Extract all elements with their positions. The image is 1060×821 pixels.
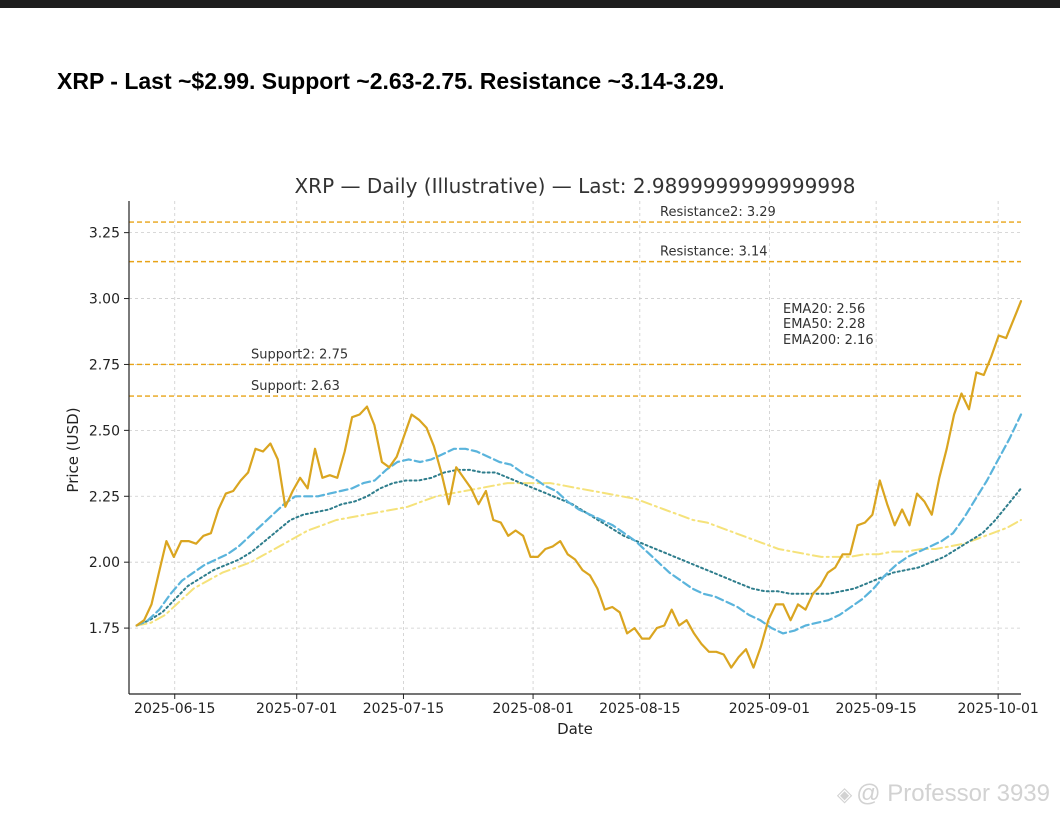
top-bar bbox=[0, 0, 1060, 8]
y-tick-label: 3.00 bbox=[89, 292, 120, 308]
x-tick-label: 2025-09-01 bbox=[729, 701, 810, 717]
watermark: ◈ @ Professor 3939 bbox=[837, 780, 1050, 808]
series-ema200-line bbox=[135, 482, 1022, 627]
level-label: Resistance: 3.14 bbox=[660, 245, 768, 260]
x-tick-label: 2025-06-15 bbox=[134, 701, 215, 717]
y-tick-label: 2.25 bbox=[89, 489, 120, 505]
grid-layer bbox=[129, 201, 1021, 694]
y-tick-label: 2.75 bbox=[89, 357, 120, 373]
ema-label-200: EMA200: 2.16 bbox=[783, 333, 874, 348]
x-tick-label: 2025-07-01 bbox=[256, 701, 337, 717]
chart-title: XRP — Daily (Illustrative) — Last: 2.989… bbox=[294, 174, 855, 198]
x-tick-label: 2025-08-15 bbox=[599, 701, 680, 717]
series-ema50-line bbox=[135, 468, 1022, 627]
x-tick-label: 2025-09-15 bbox=[835, 701, 916, 717]
axis-layer: 1.75 2.00 2.25 2.50 2.75 3.00 3.25 2025-06-15 20… bbox=[89, 201, 1039, 717]
level-label: Support2: 2.75 bbox=[251, 347, 348, 362]
y-axis-label: Price (USD) bbox=[64, 407, 82, 492]
level-label: Support: 2.63 bbox=[251, 379, 340, 394]
x-tick-label: 2025-10-01 bbox=[957, 701, 1038, 717]
page-headline: XRP - Last ~$2.99. Support ~2.63-2.75. R… bbox=[57, 68, 725, 94]
y-tick-label: 2.50 bbox=[89, 423, 120, 439]
watermark-text: @ Professor 3939 bbox=[856, 780, 1050, 807]
y-tick-label: 2.00 bbox=[89, 555, 120, 571]
ema-label-20: EMA20: 2.56 bbox=[783, 302, 865, 317]
series-ema20-line bbox=[135, 413, 1023, 635]
x-tick-label: 2025-08-01 bbox=[492, 701, 573, 717]
y-tick-label: 3.25 bbox=[89, 226, 120, 242]
ema-label-50: EMA50: 2.28 bbox=[783, 317, 865, 332]
series-price-line bbox=[135, 300, 1023, 669]
x-axis-label: Date bbox=[557, 720, 593, 738]
series-layer bbox=[135, 300, 1023, 669]
y-tick-label: 1.75 bbox=[89, 621, 120, 637]
x-tick-label: 2025-07-15 bbox=[363, 701, 444, 717]
binance-diamond-icon: ◈ bbox=[836, 784, 853, 806]
level-layer: Resistance2: 3.29 Resistance: 3.14 Support… bbox=[129, 205, 1021, 397]
level-label: Resistance2: 3.29 bbox=[660, 205, 776, 220]
